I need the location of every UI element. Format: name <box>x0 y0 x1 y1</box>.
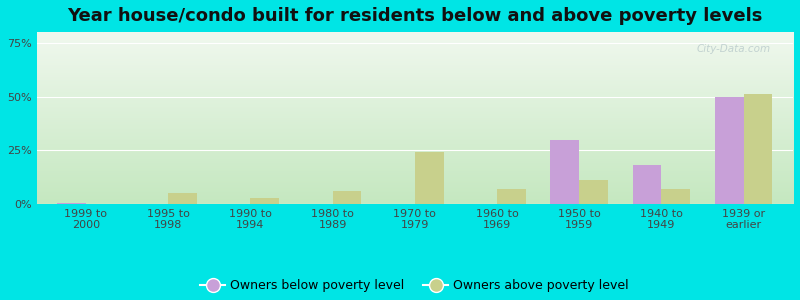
Bar <box>333 191 362 204</box>
Bar <box>57 203 86 204</box>
Bar <box>415 152 443 204</box>
Bar <box>550 140 579 204</box>
Text: City-Data.com: City-Data.com <box>696 44 770 54</box>
Bar <box>579 180 608 204</box>
Title: Year house/condo built for residents below and above poverty levels: Year house/condo built for residents bel… <box>67 7 762 25</box>
Bar <box>497 189 526 204</box>
Legend: Owners below poverty level, Owners above poverty level: Owners below poverty level, Owners above… <box>195 274 634 298</box>
Bar <box>744 94 773 204</box>
Bar <box>250 198 279 204</box>
Bar <box>662 189 690 204</box>
Bar <box>168 193 197 204</box>
Bar <box>715 97 744 204</box>
Bar <box>633 165 662 204</box>
